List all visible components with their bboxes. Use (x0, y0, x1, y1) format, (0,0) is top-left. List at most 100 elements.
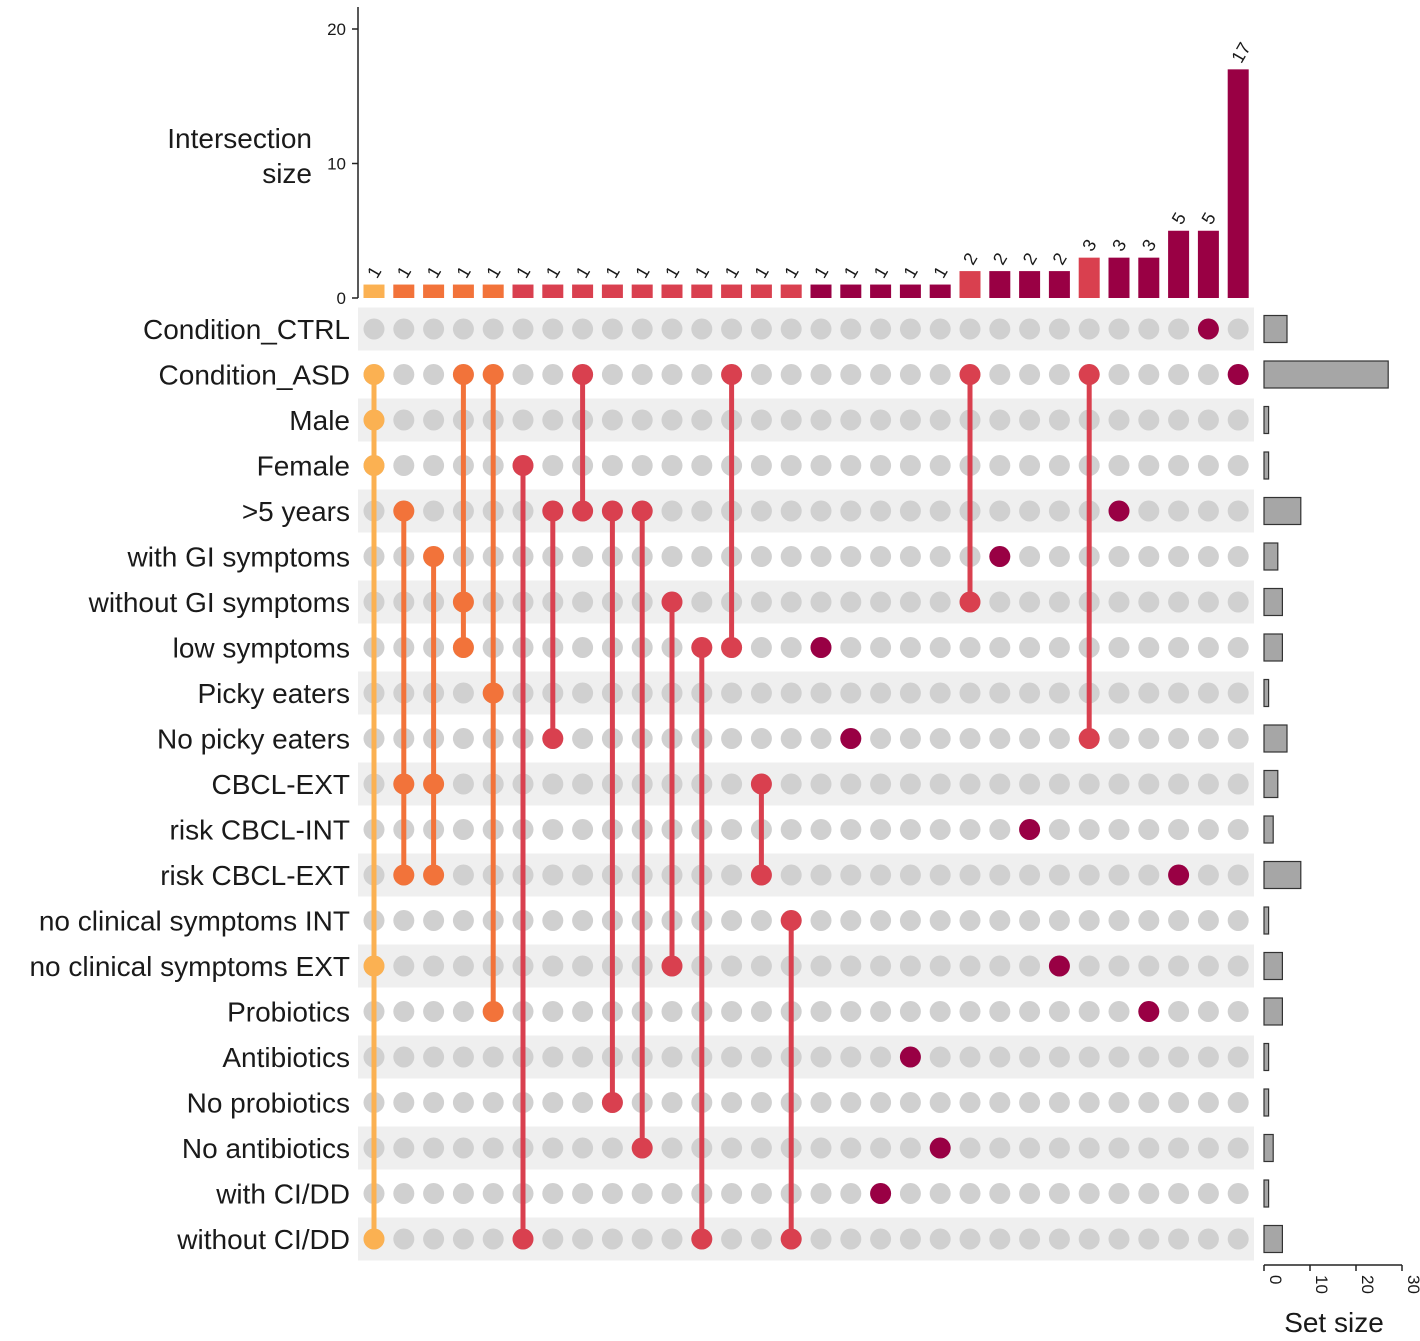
matrix-dot-empty-10-1 (661, 364, 683, 385)
matrix-dot-empty-29-11 (1227, 819, 1249, 840)
matrix-dot-empty-23-4 (1048, 500, 1070, 522)
intersection-axis-tick-label-2: 20 (327, 20, 346, 39)
matrix-dot-empty-24-13 (1078, 910, 1100, 931)
set-size-axis-tick-label-3: 30 (1404, 1275, 1420, 1294)
matrix-dot-filled-27-12 (1168, 864, 1190, 886)
matrix-dot-empty-10-5 (661, 546, 683, 567)
matrix-dot-empty-21-2 (989, 409, 1011, 431)
matrix-dot-empty-18-19 (899, 1183, 921, 1204)
matrix-dot-empty-14-8 (780, 682, 802, 704)
matrix-dot-empty-24-12 (1078, 864, 1100, 886)
matrix-dot-empty-13-1 (750, 364, 772, 385)
matrix-dot-empty-10-2 (661, 409, 683, 431)
intersection-bar-label-12: 1 (721, 263, 743, 282)
matrix-dot-empty-13-2 (750, 409, 772, 431)
intersection-bar-label-8: 1 (602, 263, 624, 282)
matrix-dot-empty-2-17 (423, 1092, 445, 1113)
matrix-dot-empty-13-15 (750, 1001, 772, 1022)
matrix-dot-filled-24-9 (1078, 728, 1100, 749)
intersection-bar-0 (363, 284, 385, 298)
matrix-dot-empty-10-16 (661, 1046, 683, 1068)
matrix-dot-empty-23-7 (1048, 637, 1070, 658)
matrix-dot-empty-15-14 (810, 955, 832, 977)
matrix-dot-filled-11-7 (691, 637, 713, 658)
matrix-dot-empty-12-14 (721, 955, 743, 977)
row-band-6 (358, 580, 1254, 624)
matrix-dot-empty-28-19 (1197, 1183, 1219, 1204)
matrix-dot-empty-17-13 (870, 910, 892, 931)
matrix-dot-empty-13-7 (750, 637, 772, 658)
matrix-dot-empty-22-17 (1019, 1092, 1041, 1113)
set-size-bar-6 (1263, 587, 1283, 617)
matrix-dot-empty-21-17 (989, 1092, 1011, 1113)
matrix-dot-empty-2-13 (423, 910, 445, 931)
matrix-dot-empty-26-9 (1138, 728, 1160, 749)
matrix-dot-empty-19-2 (929, 409, 951, 431)
matrix-dot-empty-25-3 (1108, 455, 1130, 476)
matrix-dot-empty-25-6 (1108, 591, 1130, 613)
matrix-dot-empty-25-2 (1108, 409, 1130, 431)
set-label-2: Male (289, 405, 350, 436)
matrix-dot-empty-3-15 (452, 1001, 474, 1022)
matrix-dot-empty-6-3 (542, 455, 564, 476)
matrix-dot-empty-15-11 (810, 819, 832, 840)
matrix-dot-empty-24-19 (1078, 1183, 1100, 1204)
matrix-dot-empty-12-8 (721, 682, 743, 704)
matrix-dot-empty-6-17 (542, 1092, 564, 1113)
intersection-bar-21 (989, 271, 1011, 298)
set-size-bar-15 (1263, 997, 1283, 1026)
set-size-bar-16 (1263, 1042, 1270, 1072)
matrix-dot-empty-17-17 (870, 1092, 892, 1113)
matrix-dot-empty-5-2 (512, 409, 534, 431)
matrix-dot-empty-27-8 (1168, 682, 1190, 704)
matrix-dot-filled-19-18 (929, 1137, 951, 1159)
matrix-dot-empty-10-4 (661, 500, 683, 522)
matrix-dot-empty-22-19 (1019, 1183, 1041, 1204)
matrix-dot-empty-15-0 (810, 318, 832, 340)
matrix-dot-empty-7-12 (572, 864, 594, 886)
matrix-dot-empty-28-8 (1197, 682, 1219, 704)
set-size-bar-12 (1263, 860, 1302, 890)
matrix-dot-empty-27-14 (1168, 955, 1190, 977)
matrix-dot-empty-21-3 (989, 455, 1011, 476)
matrix-dot-empty-26-20 (1138, 1228, 1160, 1250)
matrix-dot-filled-0-20 (363, 1228, 385, 1250)
row-band-20 (358, 1217, 1254, 1261)
matrix-dot-empty-15-1 (810, 364, 832, 385)
matrix-dot-empty-28-14 (1197, 955, 1219, 977)
matrix-dot-empty-2-4 (423, 500, 445, 522)
matrix-dot-empty-15-12 (810, 864, 832, 886)
matrix-dot-empty-29-12 (1227, 864, 1249, 886)
matrix-dot-empty-27-18 (1168, 1137, 1190, 1159)
matrix-dot-empty-20-7 (959, 637, 981, 658)
matrix-dot-empty-22-9 (1019, 728, 1041, 749)
matrix-dot-empty-21-7 (989, 637, 1011, 658)
matrix-dot-empty-18-14 (899, 955, 921, 977)
matrix-dot-empty-11-6 (691, 591, 713, 613)
matrix-dot-empty-6-0 (542, 318, 564, 340)
matrix-dot-empty-2-14 (423, 955, 445, 977)
matrix-dot-empty-22-10 (1019, 773, 1041, 795)
matrix-dot-filled-0-2 (363, 409, 385, 431)
matrix-dot-empty-15-6 (810, 591, 832, 613)
matrix-dot-empty-20-15 (959, 1001, 981, 1022)
matrix-dot-empty-1-18 (393, 1137, 415, 1159)
matrix-dot-empty-25-19 (1108, 1183, 1130, 1204)
set-label-14: no clinical symptoms EXT (29, 951, 350, 982)
set-size-bar-18 (1263, 1133, 1274, 1163)
matrix-dot-empty-25-1 (1108, 364, 1130, 385)
matrix-dot-filled-10-6 (661, 591, 683, 613)
matrix-dot-empty-21-1 (989, 364, 1011, 385)
intersection-bar-label-28: 5 (1198, 209, 1220, 228)
set-size-bar-1 (1263, 360, 1389, 389)
matrix-dot-empty-14-11 (780, 819, 802, 840)
matrix-dot-empty-1-2 (393, 409, 415, 431)
intersection-bar-10 (661, 284, 683, 298)
matrix-dot-empty-29-0 (1227, 318, 1249, 340)
matrix-dot-empty-26-8 (1138, 682, 1160, 704)
matrix-dot-empty-29-20 (1227, 1228, 1249, 1250)
matrix-dot-empty-3-19 (452, 1183, 474, 1204)
intersection-bar-19 (929, 284, 951, 298)
intersection-bar-label-18: 1 (900, 263, 922, 282)
matrix-dot-empty-18-17 (899, 1092, 921, 1113)
